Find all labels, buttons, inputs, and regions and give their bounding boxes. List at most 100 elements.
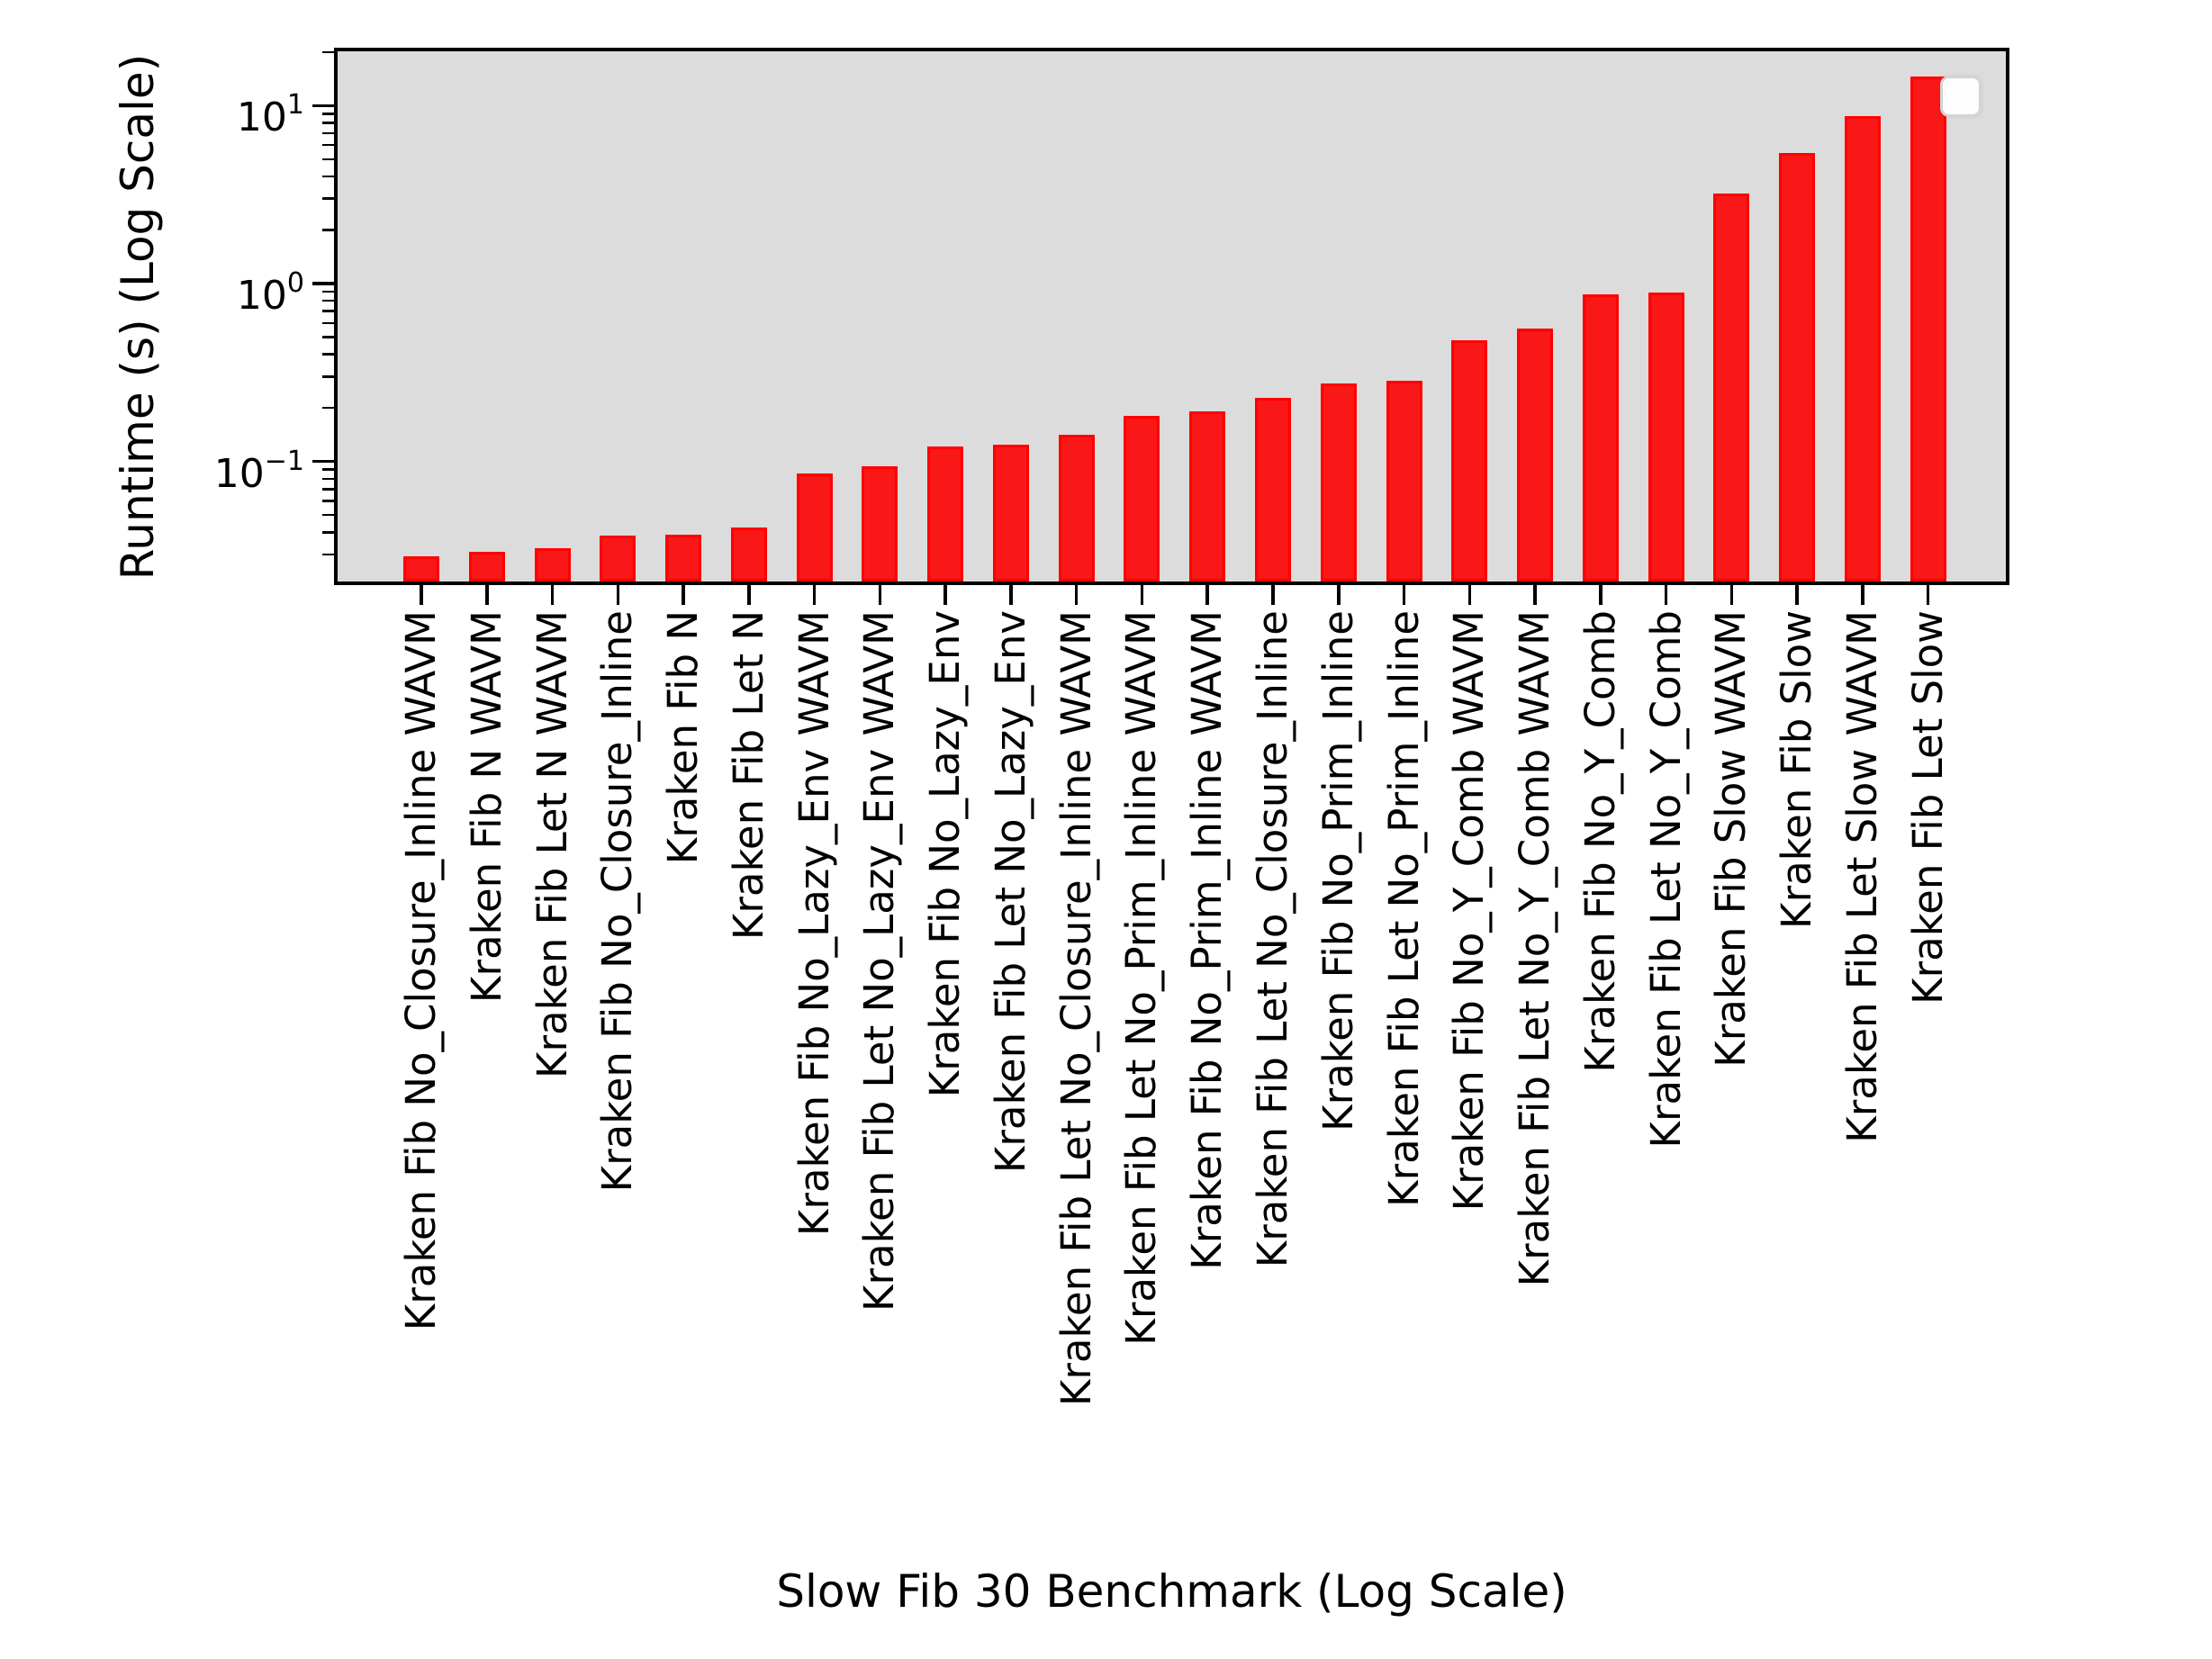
x-tick-label: Kraken Fib N WAVM: [462, 610, 510, 1004]
bar: [992, 445, 1029, 582]
x-tick-mark: [747, 585, 751, 605]
bar: [1124, 415, 1160, 582]
bar: [1779, 153, 1816, 582]
x-tick-label: Kraken Fib No_Lazy_Env WAVM: [790, 610, 838, 1237]
x-tick-mark: [1074, 585, 1079, 605]
y-minor-tick-mark: [322, 513, 334, 517]
y-tick-label: 101: [106, 83, 304, 140]
bar: [1582, 293, 1619, 582]
x-tick-label: Kraken Fib No_Y_Comb: [1575, 610, 1624, 1073]
bar: [534, 547, 571, 582]
y-tick-label: 100: [106, 261, 304, 319]
y-minor-tick-mark: [322, 321, 334, 325]
y-minor-tick-mark: [322, 143, 334, 147]
y-minor-tick-mark: [322, 113, 334, 115]
y-minor-tick-mark: [322, 175, 334, 178]
bar: [1910, 76, 1946, 582]
x-tick-label: Kraken Fib Let No_Closure_Inline: [1249, 610, 1296, 1268]
x-tick-mark: [550, 585, 555, 605]
y-major-tick-mark: [312, 104, 334, 108]
x-tick-mark: [1599, 585, 1603, 605]
bar: [403, 555, 439, 582]
x-tick-mark: [878, 585, 882, 605]
bar: [1386, 380, 1422, 582]
x-tick-label: Kraken Fib No_Closure_Inline WAVM: [397, 610, 445, 1331]
x-tick-mark: [1533, 585, 1537, 605]
y-minor-tick-mark: [322, 488, 334, 491]
x-tick-mark: [1467, 585, 1472, 605]
y-minor-tick-mark: [322, 50, 334, 54]
x-tick-mark: [1271, 585, 1275, 605]
x-tick-label: Kraken Fib Let No_Prim_Inline: [1379, 610, 1428, 1207]
bar: [665, 534, 702, 582]
x-tick-mark: [1009, 585, 1013, 605]
x-tick-label: Kraken Fib No_Prim_Inline: [1314, 610, 1362, 1132]
x-tick-label: Kraken Fib Let N: [724, 610, 772, 941]
y-minor-tick-mark: [322, 531, 334, 534]
y-tick-exponent: −1: [264, 445, 304, 477]
bar: [1058, 435, 1095, 582]
y-tick-exponent: 0: [286, 267, 304, 299]
x-tick-mark: [1926, 585, 1930, 605]
bar: [1844, 116, 1881, 582]
x-tick-mark: [1795, 585, 1799, 605]
x-tick-label: Kraken Fib Let No_Lazy_Env WAVM: [855, 610, 904, 1312]
x-tick-label: Kraken Fib No_Lazy_Env: [921, 610, 970, 1098]
y-minor-tick-mark: [322, 553, 334, 556]
x-tick-label: Kraken Fib Let No_Closure_Inline WAVM: [1052, 610, 1100, 1407]
y-minor-tick-mark: [322, 197, 334, 200]
y-minor-tick-mark: [322, 122, 334, 124]
bar: [1189, 411, 1226, 582]
bar: [468, 552, 505, 582]
y-minor-tick-mark: [322, 131, 334, 135]
y-tick-base: 10: [236, 95, 287, 141]
x-axis-title: Slow Fib 30 Benchmark (Log Scale): [776, 1565, 1567, 1618]
bar: [1713, 193, 1750, 582]
x-tick-label: Kraken Fib Slow: [1773, 610, 1821, 929]
y-tick-exponent: 1: [286, 89, 304, 122]
x-tick-label: Kraken Fib Let No_Lazy_Env: [986, 610, 1034, 1174]
y-minor-tick-mark: [322, 290, 334, 293]
x-tick-mark: [1729, 585, 1734, 605]
x-tick-mark: [1861, 585, 1864, 605]
bar: [730, 527, 767, 582]
y-tick-base: 10: [213, 450, 265, 497]
x-tick-mark: [485, 585, 489, 605]
x-tick-label: Kraken Fib No_Y_Comb WAVM: [1445, 610, 1494, 1212]
x-tick-mark: [1205, 585, 1209, 605]
x-tick-mark: [616, 585, 620, 605]
x-tick-label: Kraken Fib Let N WAVM: [528, 610, 576, 1078]
bar: [927, 446, 964, 582]
y-minor-tick-mark: [322, 468, 334, 471]
x-tick-label: Kraken Fib Let Slow: [1903, 610, 1952, 1005]
bar: [796, 473, 833, 582]
x-tick-mark: [1402, 585, 1406, 605]
y-minor-tick-mark: [322, 158, 334, 161]
x-tick-label: Kraken Fib Let No_Y_Comb WAVM: [1511, 610, 1559, 1287]
x-tick-mark: [1664, 585, 1668, 605]
y-minor-tick-mark: [322, 336, 334, 338]
x-tick-mark: [812, 585, 817, 605]
x-tick-mark: [682, 585, 685, 605]
y-major-tick-mark: [312, 459, 334, 464]
legend-box: [1940, 76, 1982, 117]
bar: [1320, 383, 1357, 582]
y-minor-tick-mark: [322, 310, 334, 312]
y-minor-tick-mark: [322, 353, 334, 356]
bar: [1255, 397, 1291, 582]
x-tick-label: Kraken Fib No_Prim_Inline WAVM: [1183, 610, 1232, 1270]
y-minor-tick-mark: [322, 406, 334, 410]
y-minor-tick-mark: [322, 500, 334, 502]
x-tick-label: Kraken Fib Let No_Y_Comb: [1641, 610, 1690, 1149]
bar: [1648, 293, 1684, 582]
x-tick-label: Kraken Fib Let No_Prim_Inline WAVM: [1117, 610, 1166, 1346]
y-minor-tick-mark: [322, 477, 334, 481]
y-major-tick-mark: [312, 282, 334, 285]
bar: [1517, 328, 1554, 582]
y-axis-title: Runtime (s) (Log Scale): [112, 53, 164, 581]
x-tick-label: Kraken Fib Slow WAVM: [1707, 610, 1756, 1068]
x-tick-label: Kraken Fib N: [659, 610, 708, 865]
x-tick-label: Kraken Fib No_Closure_Inline: [593, 610, 642, 1193]
y-tick-label: 10−1: [106, 439, 304, 497]
